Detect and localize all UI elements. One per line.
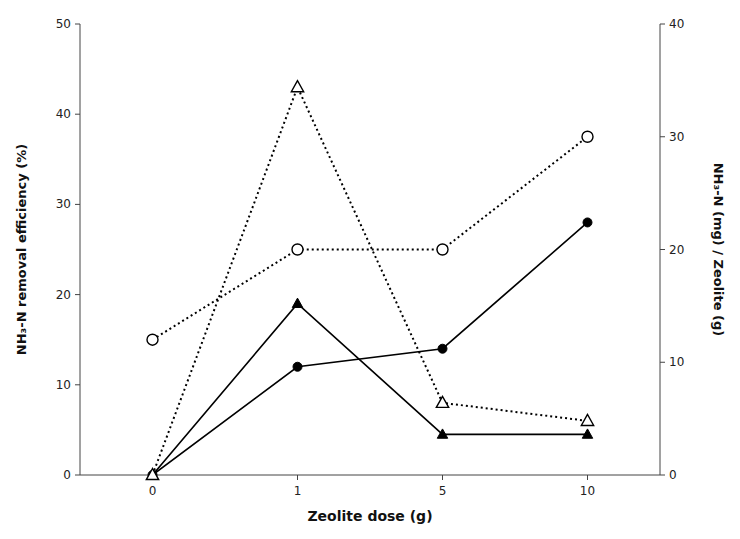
y2-tick-label: 10 (669, 355, 684, 369)
series-marker (147, 334, 158, 345)
series-marker (438, 344, 447, 353)
y2-tick (660, 475, 665, 476)
series-line (153, 222, 588, 475)
x-tick-label: 5 (439, 484, 447, 498)
y-tick-label: 10 (56, 378, 71, 392)
y-tick (75, 114, 80, 115)
y-tick-label: 20 (56, 288, 71, 302)
y2-tick-label: 0 (669, 468, 677, 482)
series-line (153, 304, 588, 475)
y2-axis-label: NH₃-N (mg) / Zeolite (g) (711, 163, 726, 337)
series-marker (583, 218, 592, 227)
x-axis-line (80, 475, 660, 476)
series-marker (581, 414, 593, 425)
series-marker (292, 298, 302, 307)
chart-container: 0 1 5 10 0 10 20 30 40 50 0 10 20 30 40 Zeolite dose (g… (0, 0, 740, 539)
series-marker (292, 244, 303, 255)
y2-tick-label: 30 (669, 130, 684, 144)
series-marker (437, 244, 448, 255)
chart-svg: 0 1 5 10 0 10 20 30 40 50 0 10 20 30 40 Zeolite dose (g… (0, 0, 740, 539)
markers-group (146, 81, 593, 480)
series-marker (293, 362, 302, 371)
series-line (153, 137, 588, 340)
y2-tick (660, 362, 665, 363)
series-line (153, 87, 588, 475)
y-axis-line (80, 24, 81, 475)
y-tick (75, 294, 80, 295)
x-tick-label: 1 (294, 484, 302, 498)
y2-tick-label: 40 (669, 17, 684, 31)
series-marker (291, 81, 303, 92)
series-marker (436, 396, 448, 407)
y-tick (75, 24, 80, 25)
series-marker (582, 131, 593, 142)
y2-tick-label: 20 (669, 243, 684, 257)
y2-tick (660, 249, 665, 250)
y-tick (75, 204, 80, 205)
series-marker (147, 470, 157, 479)
y-tick-label: 0 (63, 468, 71, 482)
y-tick-label: 30 (56, 197, 71, 211)
y-tick-label: 50 (56, 17, 71, 31)
x-tick-label: 10 (580, 484, 595, 498)
series-marker (437, 429, 447, 438)
y-tick (75, 475, 80, 476)
series-marker (582, 429, 592, 438)
series-marker (146, 469, 158, 480)
lines-group (153, 87, 588, 475)
y2-tick (660, 24, 665, 25)
y-axis-label: NH₃-N removal efficiency (%) (14, 144, 29, 355)
y2-tick (660, 136, 665, 137)
x-tick-label: 0 (149, 484, 157, 498)
x-tick (587, 475, 588, 480)
x-axis-label: Zeolite dose (g) (307, 508, 432, 524)
x-tick (297, 475, 298, 480)
y-tick (75, 384, 80, 385)
x-tick (442, 475, 443, 480)
y-tick-label: 40 (56, 107, 71, 121)
